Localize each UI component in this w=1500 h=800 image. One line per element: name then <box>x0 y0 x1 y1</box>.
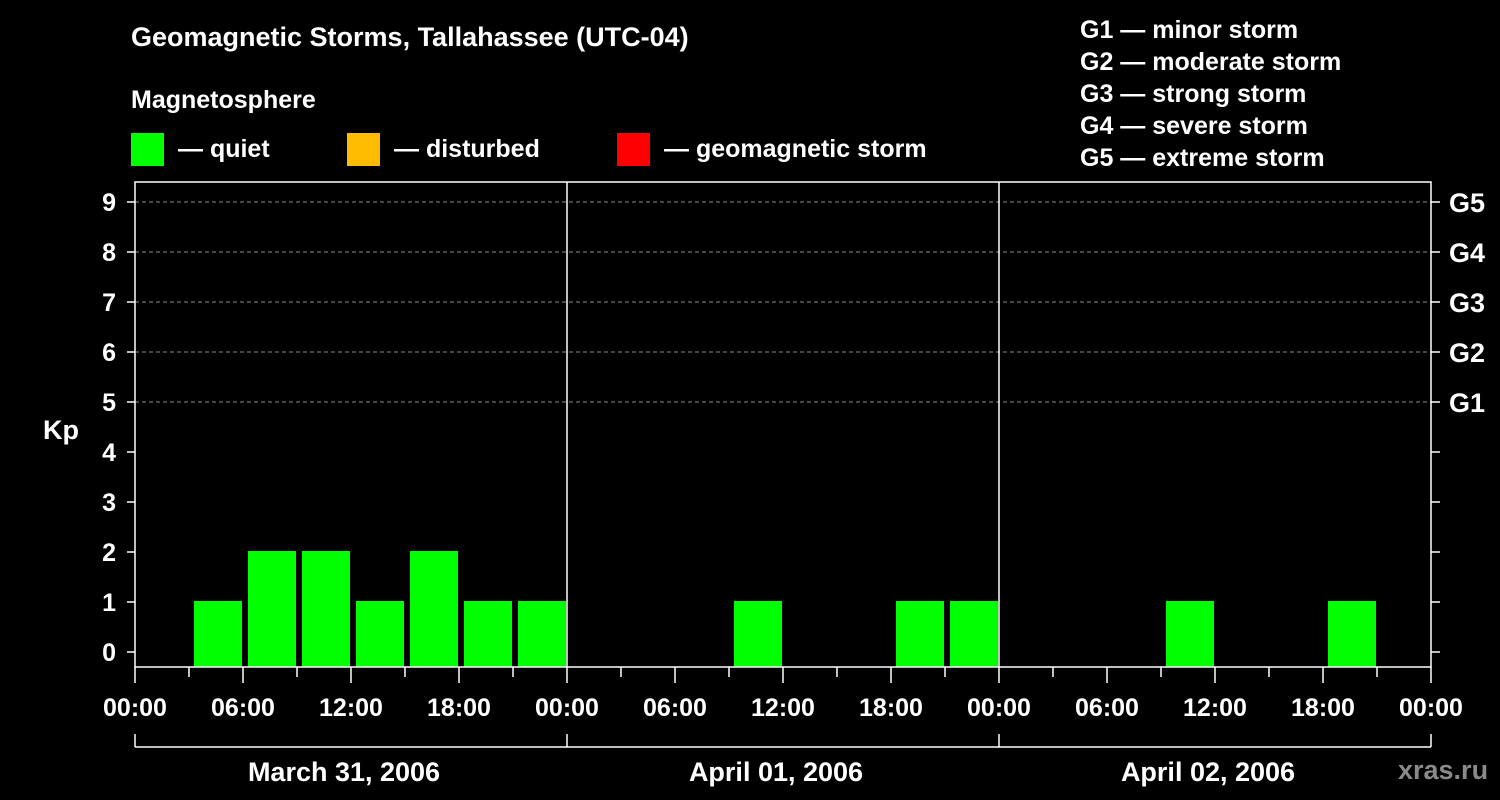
legend-swatch-quiet <box>131 132 164 166</box>
y-tick-label: 6 <box>102 339 116 367</box>
storm-level-label: G1 <box>1449 388 1485 418</box>
kp-bar <box>302 551 350 667</box>
kp-bar <box>1328 601 1376 667</box>
kp-bar <box>356 601 404 667</box>
y-tick-label: 2 <box>102 539 116 567</box>
y-tick-label: 7 <box>102 289 116 317</box>
storm-level-label: G5 <box>1449 188 1485 218</box>
x-tick-label: 18:00 <box>859 694 923 722</box>
x-tick-label: 18:00 <box>1291 694 1355 722</box>
x-tick-label: 06:00 <box>211 694 275 722</box>
date-label: April 02, 2006 <box>1121 757 1295 787</box>
kp-bar <box>1166 601 1214 667</box>
x-tick-label: 12:00 <box>1183 694 1247 722</box>
brand-watermark: xras.ru <box>1398 755 1489 785</box>
storm-level-label: G2 <box>1449 338 1485 368</box>
legend-swatch-disturbed <box>347 132 380 166</box>
kp-bar <box>464 601 512 667</box>
y-tick-label: 8 <box>102 239 116 267</box>
legend-item-disturbed: — disturbed <box>347 132 540 166</box>
storm-scale-g5: G5 — extreme storm <box>1080 144 1325 172</box>
kp-bar <box>734 601 782 667</box>
x-tick-label: 18:00 <box>427 694 491 722</box>
legend-label-storm: — geomagnetic storm <box>664 134 927 163</box>
storm-level-label: G4 <box>1449 238 1485 268</box>
storm-scale-g4: G4 — severe storm <box>1080 112 1308 140</box>
y-axis-label: Kp <box>43 415 79 445</box>
legend-swatch-storm <box>617 132 650 166</box>
legend-label-quiet: — quiet <box>178 134 270 163</box>
kp-bar <box>896 601 944 667</box>
x-tick-label: 12:00 <box>751 694 815 722</box>
magnetosphere-title: Magnetosphere <box>131 86 316 114</box>
storm-scale-g1: G1 — minor storm <box>1080 16 1299 44</box>
legend-item-quiet: — quiet <box>131 132 270 166</box>
date-label: March 31, 2006 <box>248 757 440 787</box>
storm-scale-legend: G1 — minor storm G2 — moderate storm G3 … <box>1080 14 1341 174</box>
kp-bar <box>248 551 296 667</box>
storm-scale-g2: G2 — moderate storm <box>1080 48 1342 76</box>
chart-title: Geomagnetic Storms, Tallahassee (UTC-04) <box>131 22 689 52</box>
y-tick-label: 3 <box>102 489 116 517</box>
y-tick-label: 1 <box>102 589 116 617</box>
legend-item-storm: — geomagnetic storm <box>617 132 927 166</box>
y-tick-label: 0 <box>102 639 116 667</box>
kp-bar <box>194 601 242 667</box>
x-tick-label: 00:00 <box>967 694 1031 722</box>
y-tick-label: 9 <box>102 189 116 217</box>
x-tick-label: 00:00 <box>1399 694 1463 722</box>
x-tick-label: 06:00 <box>1075 694 1139 722</box>
y-tick-label: 5 <box>102 389 116 417</box>
date-label: April 01, 2006 <box>689 757 863 787</box>
legend-label-disturbed: — disturbed <box>394 134 540 163</box>
kp-bar <box>518 601 566 667</box>
x-tick-label: 00:00 <box>535 694 599 722</box>
x-tick-label: 00:00 <box>103 694 167 722</box>
y-tick-label: 4 <box>102 439 116 467</box>
kp-bar <box>950 601 998 667</box>
storm-scale-g3: G3 — strong storm <box>1080 80 1307 108</box>
kp-bar <box>410 551 458 667</box>
x-tick-label: 06:00 <box>643 694 707 722</box>
x-tick-label: 12:00 <box>319 694 383 722</box>
storm-level-label: G3 <box>1449 288 1485 318</box>
